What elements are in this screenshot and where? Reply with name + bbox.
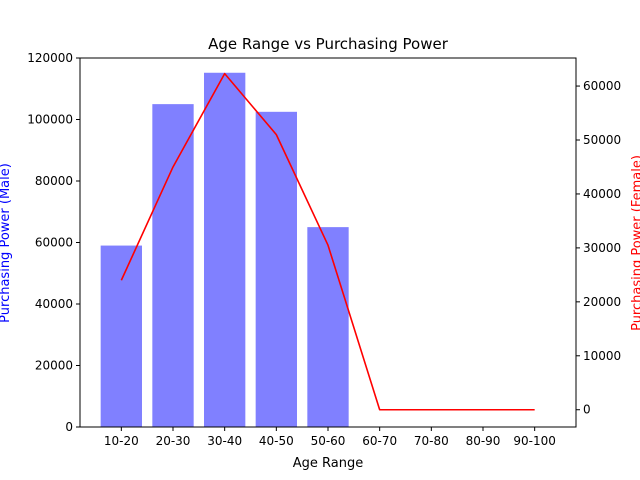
x-tick-label: 40-50: [259, 434, 294, 448]
plot-frame: [79, 57, 577, 428]
bar-50-60: [307, 227, 349, 427]
line-female: [120, 72, 535, 411]
y-right-tick-label: 50000: [583, 133, 621, 147]
x-tick-label: 30-40: [207, 434, 242, 448]
x-axis-label: Age Range: [293, 456, 363, 471]
y-left-tick-label: 0: [65, 420, 73, 434]
y-left-tick-label: 120000: [27, 51, 73, 65]
x-axis-ticks: 10-20 20-30 30-40 40-50 50-60 60-70 70-80 80-90…: [104, 427, 556, 448]
y-right-axis-ticks: 0 10000 20000 30000 40000 50000 60000: [576, 79, 621, 417]
y-right-tick-label: 60000: [583, 79, 621, 93]
y-left-axis-ticks: 0 20000 40000 60000 80000 100000 120000: [27, 51, 80, 434]
y-left-tick-label: 100000: [27, 113, 73, 127]
y-left-axis-label: Purchasing Power (Male): [0, 163, 13, 323]
y-right-tick-label: 20000: [583, 295, 621, 309]
x-tick-label: 90-100: [513, 434, 556, 448]
bar-10-20: [100, 245, 142, 427]
x-tick-label: 20-30: [156, 434, 191, 448]
y-left-tick-label: 20000: [35, 359, 73, 373]
y-right-tick-label: 40000: [583, 187, 621, 201]
y-right-tick-label: 10000: [583, 349, 621, 363]
y-left-tick-label: 40000: [35, 297, 73, 311]
x-tick-label: 60-70: [362, 434, 397, 448]
y-right-tick-label: 30000: [583, 241, 621, 255]
bar-20-30: [152, 104, 194, 427]
x-tick-label: 70-80: [414, 434, 449, 448]
y-right-tick-label: 0: [583, 403, 591, 417]
x-tick-label: 10-20: [104, 434, 139, 448]
x-tick-label: 80-90: [466, 434, 501, 448]
y-left-tick-label: 80000: [35, 174, 73, 188]
y-left-tick-label: 60000: [35, 236, 73, 250]
bar-40-50: [255, 111, 297, 427]
bar-30-40: [204, 72, 246, 427]
chart-title: Age Range vs Purchasing Power: [208, 35, 449, 53]
y-right-axis-label: Purchasing Power (Female): [630, 155, 640, 331]
x-tick-label: 50-60: [311, 434, 346, 448]
line-series-female: [120, 72, 535, 411]
bar-series-male: [100, 72, 349, 427]
